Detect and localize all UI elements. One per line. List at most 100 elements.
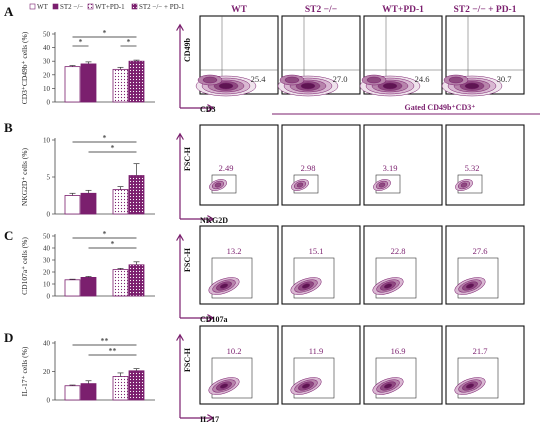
density-contour [301, 383, 311, 389]
bar [64, 385, 81, 401]
density-contour [219, 283, 229, 289]
y-tick-label: 40 [43, 340, 51, 348]
gate [293, 357, 335, 399]
flow-plot: 13.2 [199, 225, 279, 305]
flow-value: 16.9 [391, 346, 406, 356]
significance-marker: ** [109, 347, 117, 356]
y-tick-label: 0 [47, 211, 51, 219]
flow-value: 15.1 [309, 246, 324, 256]
gate [457, 257, 499, 299]
bar [112, 269, 129, 297]
flow-value: 13.2 [227, 246, 242, 256]
flow-plot: 15.1 [281, 225, 361, 305]
y-tick-label: 10 [43, 85, 51, 93]
legend-swatch [131, 3, 138, 10]
flow-y-label: CD49b [183, 37, 192, 62]
panel-D: D 0 20 40 IL-17⁺ cells (%) **** 10.2 11.9 16.9 21… [4, 325, 525, 424]
significance-marker: * [103, 134, 107, 143]
flow-row: 25.4 27.0 24.6 30.7 CD49b CD3 Gated CD49b⁺CD3⁺ [180, 15, 540, 115]
flow-value: 21.7 [473, 346, 488, 356]
bar [80, 192, 97, 215]
panel-B: B 0 5 10 NKG2D⁺ cells (%) * * 2.49 2.98 3.19 5.32 F… [4, 120, 525, 225]
panel-letter: D [4, 330, 13, 345]
density-contour [202, 76, 218, 84]
flow-x-label: IL-17 [200, 415, 219, 424]
density-contour [218, 82, 234, 90]
gated-label: Gated CD49b⁺CD3⁺ [405, 103, 476, 112]
flow-plot: 25.4 [195, 15, 279, 97]
significance-marker: * [111, 240, 115, 249]
flow-value: 3.19 [383, 163, 398, 173]
flow-plot: 22.8 [363, 225, 443, 305]
flow-y-label: FSC-H [183, 146, 192, 171]
density-contour [465, 383, 475, 389]
legend-swatch [87, 3, 94, 10]
flow-plot: 3.19 [363, 124, 443, 206]
legend-label: WT+PD-1 [95, 3, 125, 11]
bar [64, 195, 81, 215]
y-tick-label: 30 [43, 257, 51, 265]
flow-plot: 5.32 [445, 124, 525, 206]
flow-x-label: CD3 [200, 105, 216, 114]
legend-swatch [52, 3, 59, 10]
y-tick-label: 0 [47, 397, 51, 405]
flow-value: 5.32 [465, 163, 480, 173]
bar [112, 376, 129, 401]
flow-plot: 16.9 [363, 325, 443, 405]
significance-marker: * [111, 144, 115, 153]
flow-plot: 11.9 [281, 325, 361, 405]
gate [457, 357, 499, 399]
gate [293, 257, 335, 299]
y-tick-label: 40 [43, 245, 51, 253]
bar [128, 264, 145, 297]
y-axis-label: CD3⁺CD49b⁺ cells (%) [20, 31, 29, 104]
bar [128, 175, 145, 215]
flow-column-header: ST2 −/− + PD-1 [454, 5, 517, 15]
density-contour [366, 76, 382, 84]
flow-column-header: ST2 −/− [305, 5, 337, 15]
flow-value: 2.49 [219, 163, 234, 173]
flow-plot-frame [199, 124, 279, 206]
significance-marker: * [103, 29, 107, 38]
density-contour [383, 283, 393, 289]
significance-marker: * [127, 38, 131, 47]
density-contour [219, 383, 229, 389]
y-axis-label: NKG2D⁺ cells (%) [20, 147, 29, 206]
y-tick-label: 50 [43, 233, 51, 241]
y-tick-label: 20 [43, 368, 51, 376]
density-contour [296, 182, 304, 188]
flow-plot-frame [281, 124, 361, 206]
density-contour [465, 283, 475, 289]
flow-value: 27.0 [333, 74, 348, 84]
y-tick-label: 10 [43, 137, 51, 145]
flow-plot-frame [363, 124, 443, 206]
bar [128, 60, 145, 103]
bar [112, 189, 129, 215]
legend-label: ST2 −/− [60, 3, 83, 11]
flow-plot: 27.0 [277, 15, 361, 97]
bar [64, 66, 81, 103]
density-contour [301, 283, 311, 289]
density-contour [383, 383, 393, 389]
y-tick-label: 50 [43, 31, 51, 39]
density-contour [460, 182, 468, 188]
bar [80, 276, 97, 297]
flow-plot-frame [445, 124, 525, 206]
flow-column-header: WT [231, 5, 248, 15]
panel-letter: A [4, 4, 14, 19]
gate [211, 257, 253, 299]
gate [211, 357, 253, 399]
significance-marker: * [103, 230, 107, 239]
flow-value: 2.98 [301, 163, 316, 173]
y-tick-label: 30 [43, 58, 51, 66]
bar [80, 383, 97, 401]
flow-x-label: NKG2D [200, 216, 228, 225]
panel-C: C 0 10 20 30 40 50 CD107a⁺ cells (%) * * 13.2 15.1 2… [4, 225, 525, 324]
flow-column-header: WT+PD-1 [382, 5, 424, 15]
y-tick-label: 20 [43, 71, 51, 79]
flow-y-label: FSC-H [183, 347, 192, 372]
y-tick-label: 20 [43, 269, 51, 277]
flow-row: 13.2 15.1 22.8 27.6 FSC-H CD107a [180, 225, 525, 324]
flow-x-label: CD107a [200, 315, 228, 324]
flow-plot: 21.7 [445, 325, 525, 405]
